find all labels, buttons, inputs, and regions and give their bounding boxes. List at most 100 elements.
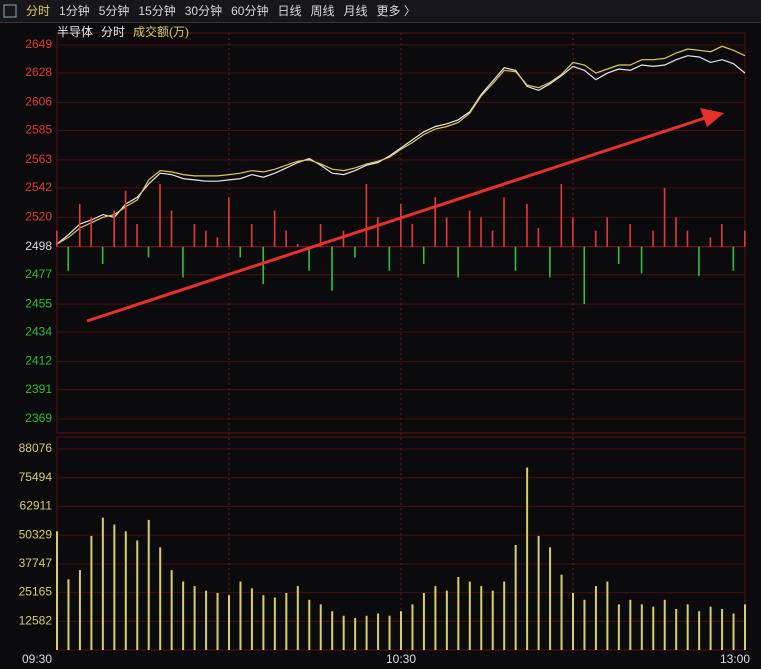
volume-bar	[273, 597, 276, 650]
net-bar	[675, 217, 677, 247]
volume-bar	[698, 611, 701, 650]
volume-bar	[709, 606, 712, 650]
tab[interactable]: 分时	[26, 4, 50, 18]
net-bar	[250, 223, 253, 247]
net-bar	[744, 230, 746, 247]
y-tick-label: 62911	[20, 499, 53, 513]
volume-bar	[296, 586, 299, 650]
legend-entry: 半导体	[57, 25, 93, 39]
y-tick-label: 12582	[19, 613, 53, 627]
x-tick-label: 10:30	[386, 652, 416, 666]
net-bar	[78, 203, 81, 247]
panel-icon	[3, 4, 17, 18]
volume-bar	[239, 581, 242, 650]
net-bar	[572, 217, 574, 247]
net-bar	[434, 197, 436, 247]
volume-bar	[250, 588, 253, 650]
net-bar	[273, 210, 276, 247]
price-line	[56, 45, 746, 245]
net-bar	[457, 246, 459, 278]
volume-bar	[721, 608, 724, 650]
volume-bar	[468, 581, 471, 650]
volume-bar	[216, 592, 219, 650]
volume-bar	[422, 592, 425, 650]
separator	[0, 22, 761, 23]
tab[interactable]: 15分钟	[138, 3, 175, 18]
net-bar	[583, 246, 586, 305]
tab[interactable]: 1分钟	[59, 3, 90, 18]
volume-bar	[319, 604, 322, 650]
tab[interactable]: 周线	[310, 4, 334, 18]
y-tick-label: 2369	[25, 411, 52, 425]
net-bar	[113, 210, 115, 247]
volume-bar	[101, 517, 104, 650]
net-bar	[331, 246, 333, 291]
net-bar	[411, 223, 414, 247]
net-bar	[617, 246, 620, 265]
net-bar	[445, 217, 448, 247]
net-bar	[90, 217, 92, 247]
volume-bar	[583, 599, 586, 650]
net-bar	[67, 246, 70, 271]
net-bar	[594, 230, 597, 247]
tab[interactable]: 更多 〉	[377, 4, 416, 18]
tab[interactable]: 5分钟	[99, 3, 130, 18]
volume-bar	[445, 590, 448, 650]
volume-bar	[78, 570, 81, 650]
volume-bar	[457, 576, 460, 650]
net-bar	[239, 246, 242, 258]
y-tick-label: 2498	[25, 239, 52, 253]
volume-bar	[560, 574, 563, 650]
y-tick-label: 75494	[19, 470, 53, 484]
net-bar	[526, 203, 528, 247]
volume-bar	[67, 579, 70, 650]
volume-bar	[503, 581, 506, 650]
net-bar	[319, 223, 322, 247]
volume-bar	[434, 586, 437, 650]
volume-bar	[56, 531, 58, 650]
y-tick-label: 2542	[25, 180, 52, 194]
net-bar	[228, 197, 230, 247]
volume-bar	[159, 547, 162, 650]
tab[interactable]: 日线	[277, 4, 301, 18]
volume-bar	[331, 611, 334, 650]
net-bar	[491, 230, 494, 247]
y-tick-label: 2520	[25, 209, 52, 223]
net-bar	[136, 223, 138, 247]
net-bar	[170, 210, 173, 247]
net-bar	[56, 230, 58, 247]
volume-bar	[113, 524, 116, 650]
y-tick-label: 2628	[25, 65, 52, 79]
volume-bar	[354, 618, 357, 650]
volume-bar	[228, 595, 230, 650]
net-bar	[308, 246, 310, 271]
volume-bar	[377, 613, 380, 650]
net-bar	[422, 246, 425, 265]
volume-bar	[136, 540, 139, 650]
tab[interactable]: 30分钟	[185, 3, 222, 18]
volume-bar	[617, 604, 620, 650]
volume-bar	[732, 613, 735, 650]
volume-bar	[90, 535, 93, 650]
volume-bar	[388, 615, 391, 650]
net-bar	[124, 190, 127, 247]
plot: 2649 2628 2606 2585 2563 2542 2520 2498 2477 2455…	[19, 33, 750, 666]
net-bar	[388, 246, 391, 271]
volume-bar	[549, 547, 552, 650]
y-tick-label: 2585	[25, 123, 52, 137]
volume-bar	[193, 586, 196, 650]
volume-bar	[411, 604, 414, 650]
net-bar	[377, 217, 379, 247]
net-bar	[732, 246, 735, 271]
tab[interactable]: 月线	[344, 4, 368, 18]
net-bar	[342, 230, 345, 247]
tab[interactable]: 60分钟	[231, 3, 268, 18]
net-bar	[182, 246, 184, 278]
y-tick-label: 2455	[25, 296, 52, 310]
y-tick-label: 2434	[25, 324, 52, 338]
y-tick-label: 2563	[25, 152, 52, 166]
net-bar	[503, 197, 505, 247]
net-bar	[480, 217, 482, 247]
